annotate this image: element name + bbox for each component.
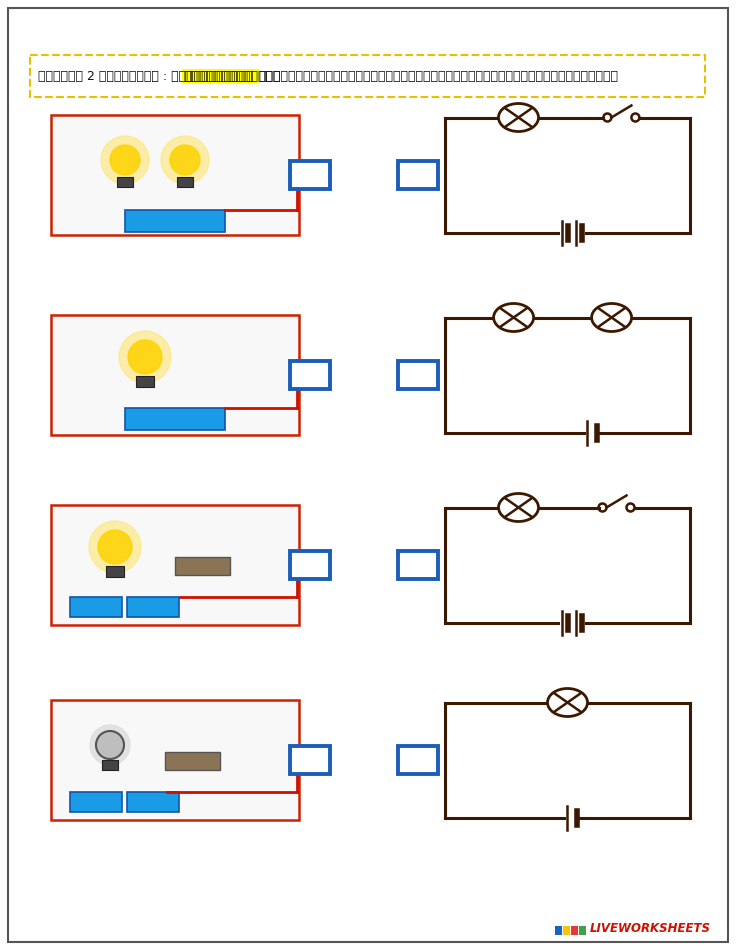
FancyBboxPatch shape [51, 505, 299, 625]
Ellipse shape [548, 689, 587, 716]
Circle shape [170, 145, 200, 175]
Circle shape [128, 340, 162, 374]
FancyBboxPatch shape [30, 55, 705, 97]
Ellipse shape [592, 303, 631, 332]
FancyBboxPatch shape [175, 557, 230, 575]
FancyBboxPatch shape [290, 746, 330, 774]
Circle shape [98, 530, 132, 564]
FancyBboxPatch shape [177, 177, 193, 187]
FancyBboxPatch shape [70, 597, 122, 617]
FancyBboxPatch shape [125, 210, 225, 232]
Circle shape [89, 521, 141, 573]
FancyBboxPatch shape [555, 926, 562, 935]
FancyBboxPatch shape [290, 161, 330, 189]
FancyBboxPatch shape [125, 408, 225, 430]
Text: โยงเส้นจับคู่: โยงเส้นจับคู่ [183, 69, 280, 83]
FancyBboxPatch shape [290, 551, 330, 579]
FancyBboxPatch shape [136, 376, 154, 387]
FancyBboxPatch shape [8, 8, 728, 942]
FancyBboxPatch shape [51, 700, 299, 820]
Ellipse shape [494, 303, 534, 332]
Circle shape [90, 725, 130, 765]
Circle shape [119, 331, 171, 383]
FancyBboxPatch shape [51, 315, 299, 435]
FancyBboxPatch shape [571, 926, 578, 935]
FancyBboxPatch shape [290, 361, 330, 389]
FancyBboxPatch shape [106, 566, 124, 577]
Circle shape [101, 136, 149, 184]
Circle shape [96, 731, 124, 759]
Ellipse shape [498, 104, 539, 131]
Circle shape [161, 136, 209, 184]
FancyBboxPatch shape [398, 361, 438, 389]
FancyBboxPatch shape [398, 551, 438, 579]
FancyBboxPatch shape [117, 177, 133, 187]
FancyBboxPatch shape [70, 792, 122, 812]
Circle shape [110, 145, 140, 175]
FancyBboxPatch shape [127, 597, 179, 617]
FancyBboxPatch shape [398, 161, 438, 189]
Text: กับสัญลักษณ์แสดงส่วนประกอบของวงจรไฟฟ้าให้ถูกต้อง: กับสัญลักษณ์แสดงส่วนประกอบของวงจรไฟฟ้าให… [258, 69, 618, 83]
FancyBboxPatch shape [127, 792, 179, 812]
FancyBboxPatch shape [165, 752, 220, 770]
Text: LIVEWORKSHEETS: LIVEWORKSHEETS [590, 922, 711, 935]
FancyBboxPatch shape [102, 760, 118, 770]
FancyBboxPatch shape [51, 115, 299, 235]
FancyBboxPatch shape [563, 926, 570, 935]
FancyBboxPatch shape [398, 746, 438, 774]
FancyBboxPatch shape [182, 69, 259, 83]
Ellipse shape [498, 493, 539, 522]
Text: ตอนที่ 2 คำชี้แจง : ให้นักเรียน: ตอนที่ 2 คำชี้แจง : ให้นักเรียน [38, 69, 254, 83]
FancyBboxPatch shape [579, 926, 586, 935]
